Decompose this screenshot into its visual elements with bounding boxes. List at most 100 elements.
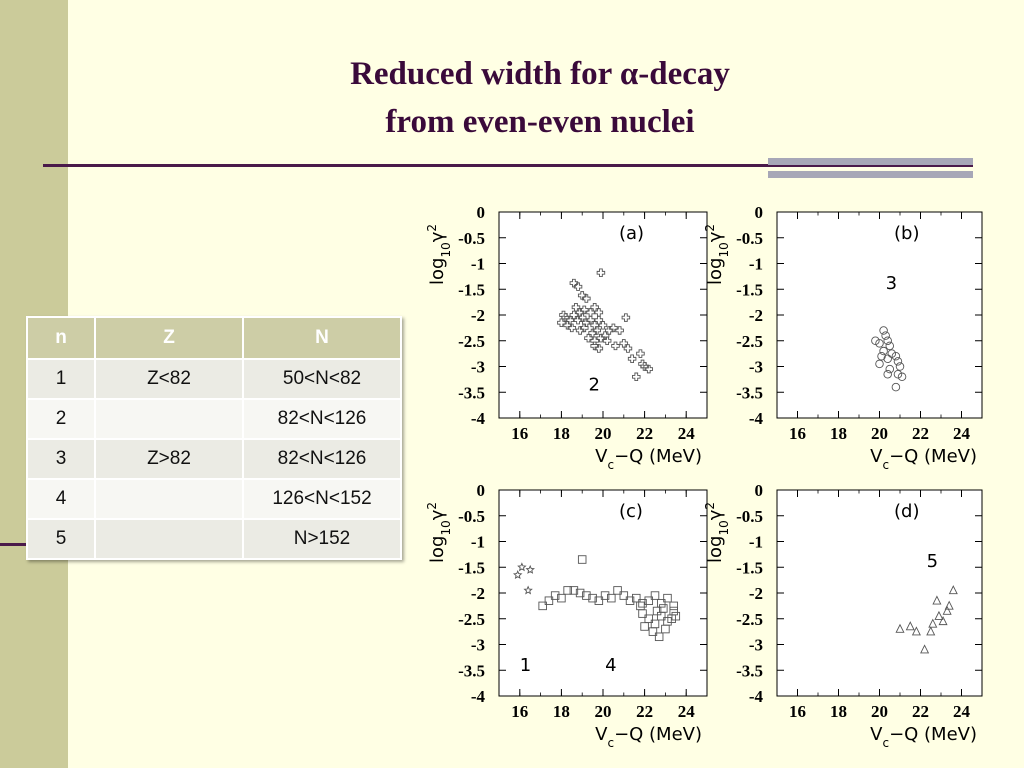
y-tick-label: -3 [749, 358, 763, 377]
data-point [580, 305, 589, 315]
y-tick-label: -0.5 [736, 229, 763, 248]
plot-frame [498, 489, 708, 697]
data-point [879, 346, 888, 356]
x-tick-label: 24 [678, 702, 696, 721]
data-point [636, 601, 645, 611]
data-point [638, 599, 647, 608]
title-rule [43, 164, 973, 167]
x-tick-label: 16 [789, 424, 806, 443]
header-n: n [26, 316, 96, 360]
x-tick-label: 20 [595, 702, 612, 721]
table-row: 2 82<N<126 [26, 398, 402, 440]
data-point [594, 596, 604, 605]
y-tick-label: -1 [471, 533, 485, 552]
data-point [580, 323, 589, 333]
data-point [615, 326, 624, 335]
data-point [891, 382, 901, 392]
data-point [669, 601, 678, 611]
data-point [538, 601, 547, 611]
data-point [875, 359, 884, 369]
y-tick-label: -2 [471, 584, 485, 603]
data-point [944, 600, 954, 610]
table-header-row: n Z N [26, 316, 402, 360]
data-point [926, 626, 936, 636]
data-point [875, 339, 884, 348]
y-tick-label: -4 [471, 687, 486, 706]
data-point [594, 344, 604, 353]
data-point [600, 591, 610, 600]
cell-z [94, 518, 244, 560]
data-point [911, 626, 921, 636]
x-axis-label: Vc−Q (MeV) [595, 446, 702, 472]
y-tick-label: -2.5 [736, 610, 763, 629]
data-point [627, 354, 637, 364]
cell-z [94, 478, 244, 520]
panel-label: (d) [894, 501, 919, 522]
left-rule [0, 543, 30, 546]
data-point [887, 349, 897, 358]
data-point [877, 351, 886, 361]
data-point [883, 336, 892, 346]
data-point [573, 282, 583, 291]
y-tick-label: -2.5 [736, 332, 763, 351]
data-point [942, 605, 952, 615]
data-point [893, 369, 903, 379]
y-tick-label: -1.5 [458, 558, 485, 577]
y-tick-label: 0 [755, 203, 764, 222]
x-tick-label: 24 [953, 702, 971, 721]
y-tick-label: -1.5 [736, 558, 763, 577]
table-row: 5 N>152 [26, 518, 402, 560]
data-point [891, 351, 901, 361]
y-tick-label: -2.5 [458, 332, 485, 351]
table-row: 3 Z>82 82<N<126 [26, 438, 402, 480]
data-point [607, 593, 616, 603]
panel-label: (c) [619, 501, 643, 522]
y-tick-label: -1.5 [458, 280, 485, 299]
header-z: Z [94, 316, 244, 360]
x-tick-label: 16 [789, 702, 806, 721]
scatter-panel-b: 16 18 20 22 240-0.5-1-1.5-2-2.5-3-3.5-4log10… [703, 203, 983, 472]
y-tick-label: -3 [749, 636, 763, 655]
x-tick-label: 22 [636, 424, 653, 443]
y-tick-label: -1 [749, 255, 763, 274]
group-number-label: 4 [605, 655, 616, 676]
data-point [625, 596, 635, 605]
data-point [575, 588, 585, 598]
header-n-range: N [242, 316, 402, 360]
x-tick-label: 18 [830, 702, 847, 721]
data-point [883, 369, 892, 379]
y-tick-label: -3.5 [736, 383, 763, 402]
data-point [557, 318, 566, 327]
x-tick-label: 20 [595, 424, 612, 443]
y-tick-label: -0.5 [458, 507, 485, 526]
data-point [932, 595, 942, 605]
x-tick-label: 22 [636, 702, 653, 721]
data-point [650, 591, 660, 600]
data-point [893, 357, 903, 366]
y-tick-label: -2 [749, 306, 763, 325]
cell-n-range: 50<N<82 [242, 358, 402, 400]
group-number-label: 3 [886, 273, 897, 294]
data-point [897, 372, 907, 382]
cell-z: Z>82 [94, 438, 244, 480]
data-point [567, 323, 577, 333]
data-point [577, 291, 587, 300]
scatter-panel-c: 16 18 20 22 24 0 -0.5 -1 -1.5 -2 -2.5 -3 -3.5 -4 log10… [425, 481, 708, 750]
y-tick-label: -3.5 [458, 661, 485, 680]
data-point [652, 606, 662, 616]
y-tick-label: 0 [755, 481, 764, 500]
plot-frame [776, 211, 983, 419]
data-point [592, 326, 602, 335]
data-point [920, 644, 930, 654]
data-point [557, 593, 566, 603]
data-point [895, 362, 905, 371]
plot-frame [498, 211, 708, 419]
data-point [636, 349, 645, 358]
cell-n: 4 [26, 478, 96, 520]
panel-label: (a) [619, 223, 644, 244]
data-point [885, 341, 895, 351]
data-point [632, 372, 641, 382]
group-number-label: 1 [520, 655, 531, 676]
data-point [569, 586, 579, 595]
